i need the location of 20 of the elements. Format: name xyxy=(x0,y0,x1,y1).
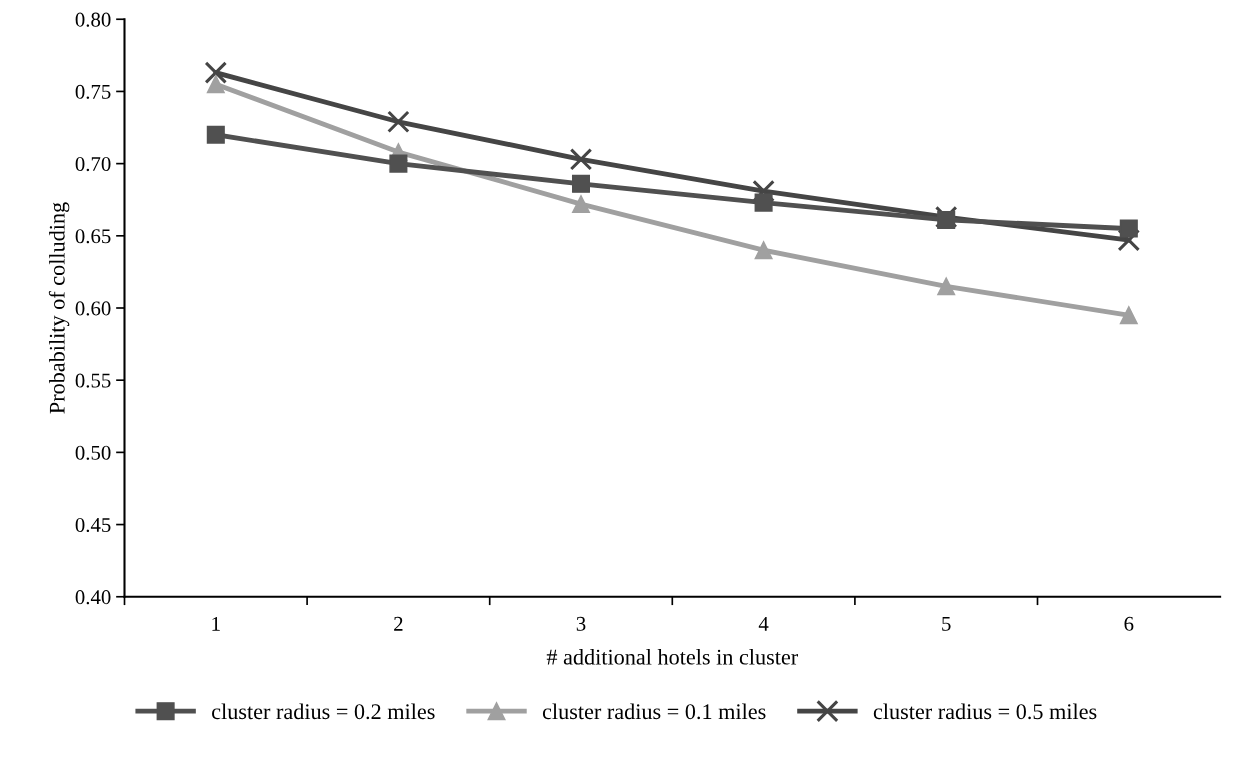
x-tick-label: 2 xyxy=(394,616,403,631)
y-tick-label: 0.55 xyxy=(75,373,111,388)
y-tick-label: 0.70 xyxy=(75,157,111,172)
y-tick-label: 0.60 xyxy=(75,301,111,316)
x-tick-label: 3 xyxy=(576,616,586,631)
legend-label: cluster radius = 0.5 miles xyxy=(873,703,1097,720)
x-tick-label: 6 xyxy=(1124,616,1134,631)
y-tick-label: 0.50 xyxy=(75,445,111,460)
y-tick-label: 0.65 xyxy=(75,229,111,244)
x-tick-label: 4 xyxy=(758,616,769,631)
y-tick-label: 0.45 xyxy=(75,517,111,533)
y-tick-label: 0.75 xyxy=(75,84,111,99)
y-axis-title: Probability of colluding xyxy=(48,202,70,414)
x-tick-label: 1 xyxy=(212,616,220,631)
y-tick-label: 0.80 xyxy=(75,12,111,27)
y-tick-label: 0.40 xyxy=(75,590,111,605)
x-tick-label: 5 xyxy=(942,617,951,631)
legend-label: cluster radius = 0.1 miles xyxy=(542,703,766,720)
legend-label: cluster radius = 0.2 miles xyxy=(212,703,435,720)
x-axis-title: # additional hotels in cluster xyxy=(546,648,798,665)
